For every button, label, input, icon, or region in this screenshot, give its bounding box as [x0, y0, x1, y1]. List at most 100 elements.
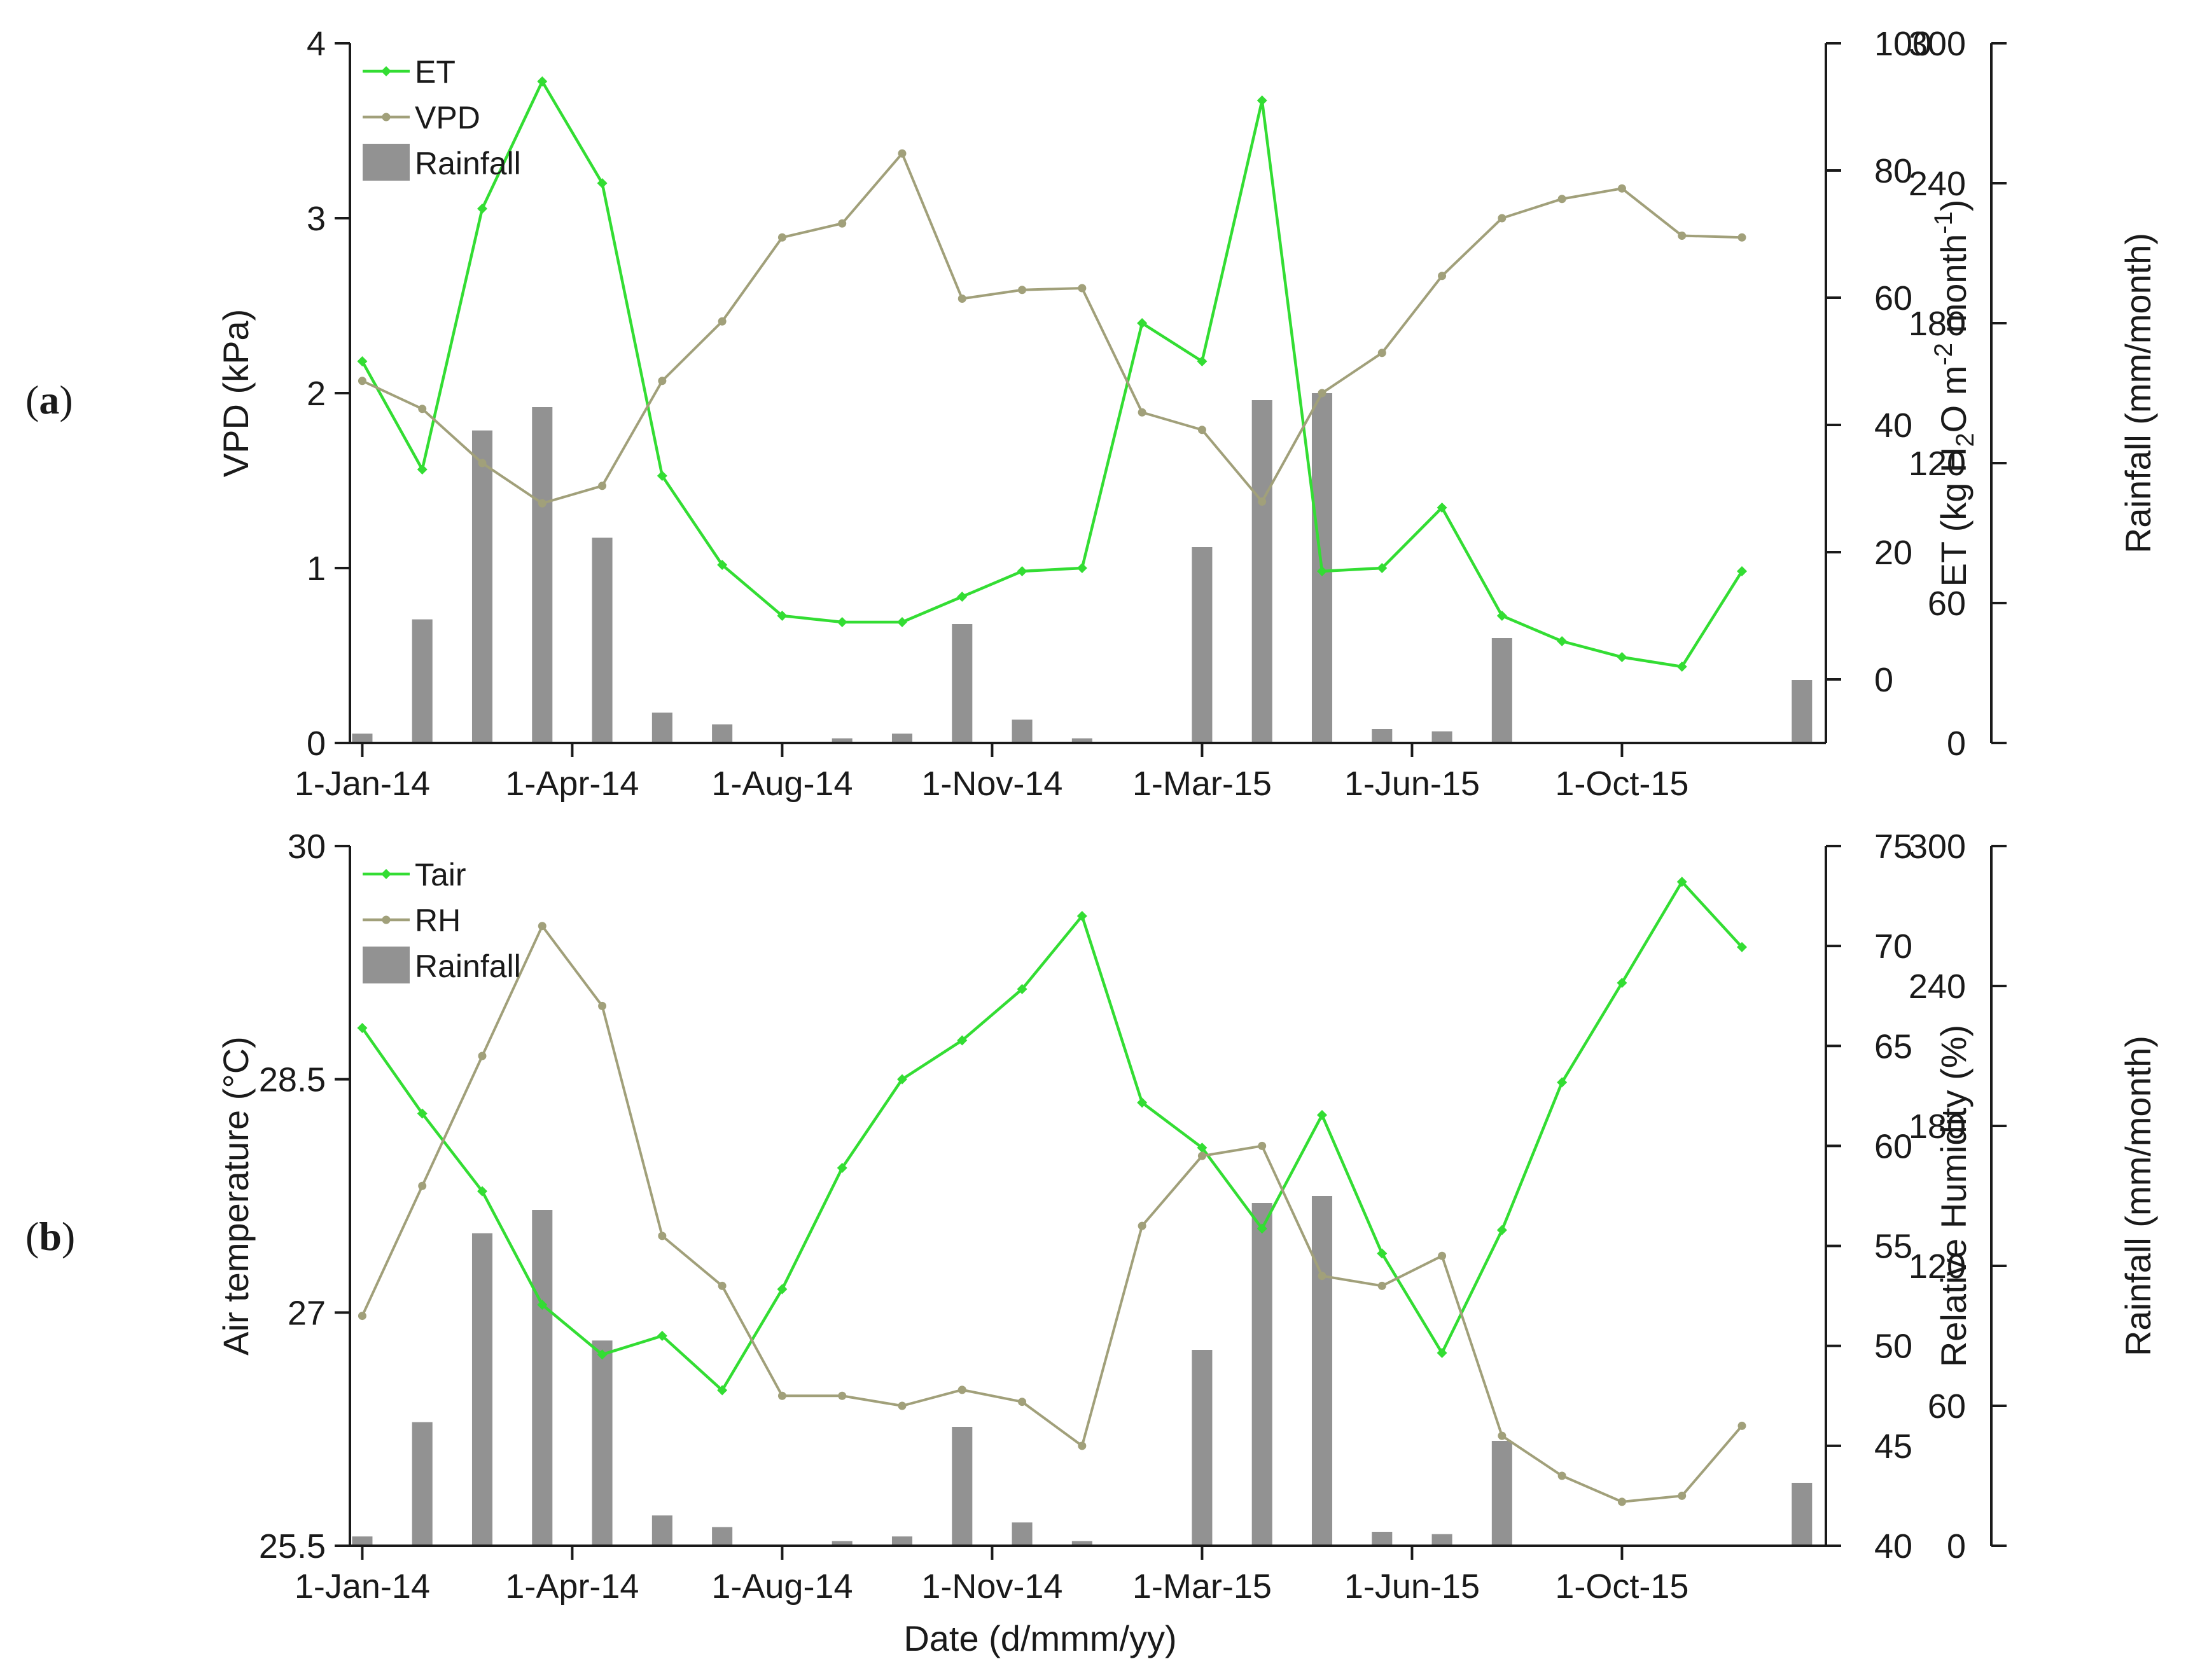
- legend-swatch-marker: [382, 915, 391, 924]
- right-axis-2-title: Rainfall (mm/month): [2118, 233, 2158, 553]
- right1-title-group: ET (kg H2O m-2 month-1): [1930, 200, 1979, 587]
- panel-a: (a) 0 1 2 3 4 VPD (kPa) 0 20 40 60 80 100 ET (kg H2O …: [25, 25, 2158, 803]
- panel-label: (a): [25, 377, 73, 422]
- right2-tick-label: 180: [1909, 1107, 1966, 1146]
- rainfall-bar: [412, 619, 433, 743]
- series-point-rh: [1498, 1431, 1507, 1440]
- series-point-tair: [357, 1023, 368, 1033]
- series-point-et: [1257, 95, 1267, 106]
- series-point-vpd: [1318, 389, 1326, 398]
- series-point-tair: [1257, 1223, 1267, 1234]
- series-line-tair: [361, 879, 1743, 1393]
- legend-label: VPD: [415, 100, 480, 135]
- series-point-rh: [1197, 1151, 1206, 1160]
- left-tick-label: 4: [307, 25, 326, 63]
- series-point-tair: [1437, 1347, 1447, 1358]
- series-point-vpd: [1138, 408, 1146, 417]
- rainfall-bar: [832, 738, 853, 743]
- right1-tick-label: 40: [1874, 406, 1912, 445]
- rainfall-bar: [1792, 1483, 1813, 1546]
- series-point-tair: [1377, 1248, 1388, 1259]
- series-point-vpd: [718, 317, 727, 326]
- rainfall-bar: [592, 1340, 613, 1546]
- legend-label: Tair: [415, 857, 466, 892]
- left-axis-title: Air temperature (°C): [216, 1036, 256, 1356]
- legend-label: RH: [415, 903, 461, 938]
- rainfall-bar: [532, 1210, 553, 1546]
- series-point-tair: [1617, 978, 1627, 989]
- right1-tick-label: 80: [1874, 152, 1912, 190]
- x-tick-label: 1-Jan-14: [295, 765, 430, 803]
- legend-swatch-marker: [382, 113, 391, 121]
- series-point-tair: [597, 1349, 608, 1360]
- series-point-tair: [477, 1186, 487, 1197]
- right2-tick-label: 180: [1909, 305, 1966, 343]
- rainfall-bar: [712, 724, 733, 743]
- series-point-et: [1496, 611, 1507, 621]
- rainfall-bar: [532, 407, 553, 743]
- series-point-rh: [658, 1232, 667, 1240]
- series-point-tair: [417, 1108, 428, 1119]
- right2-tick-label: 60: [1928, 585, 1966, 623]
- series-point-vpd: [1377, 349, 1386, 358]
- series-point-rh: [898, 1401, 907, 1410]
- legend-label: Rainfall: [415, 948, 521, 984]
- right1-tick-label: 60: [1874, 1127, 1912, 1165]
- series-point-vpd: [418, 405, 427, 413]
- series-point-et: [717, 560, 728, 570]
- legend-swatch-marker: [381, 869, 391, 879]
- series-point-vpd: [1078, 284, 1087, 293]
- legend-swatch-bar: [363, 947, 410, 983]
- x-tick-label: 1-Jun-15: [1344, 765, 1480, 803]
- series-point-rh: [418, 1181, 427, 1190]
- rainfall-bar: [1012, 719, 1033, 743]
- series-point-et: [657, 471, 667, 481]
- series-point-et: [1737, 566, 1747, 576]
- series-point-et: [597, 178, 608, 188]
- series-point-tair: [777, 1284, 788, 1295]
- rainfall-bar: [891, 1536, 913, 1546]
- series-point-tair: [1076, 911, 1087, 921]
- x-tick-label: 1-Apr-14: [505, 1567, 639, 1606]
- x-tick-label: 1-Aug-14: [711, 765, 853, 803]
- series-point-tair: [1676, 877, 1687, 887]
- series-point-vpd: [1678, 232, 1687, 240]
- right1-tick-label: 60: [1874, 279, 1912, 317]
- series-point-rh: [1678, 1491, 1687, 1500]
- series-point-tair: [1496, 1225, 1507, 1235]
- x-tick-label: 1-Oct-15: [1555, 765, 1688, 803]
- left-tick-label: 30: [288, 828, 326, 866]
- rainfall-bar: [1251, 1203, 1272, 1546]
- series-point-et: [1377, 563, 1388, 573]
- rainfall-bar: [471, 1233, 493, 1546]
- series-point-rh: [1258, 1141, 1267, 1150]
- right1-tick-label: 55: [1874, 1228, 1912, 1266]
- series-point-et: [477, 204, 487, 214]
- series-point-tair: [1737, 941, 1747, 952]
- x-tick-label: 1-Apr-14: [505, 765, 639, 803]
- series-point-vpd: [538, 499, 546, 508]
- series-point-tair: [657, 1331, 667, 1341]
- series-point-vpd: [898, 149, 907, 158]
- x-tick-label: 1-Jan-14: [295, 1567, 430, 1606]
- series-point-et: [777, 611, 788, 621]
- legend-swatch-marker: [381, 66, 391, 76]
- series-line-vpd: [361, 151, 1743, 505]
- series-point-vpd: [1617, 184, 1626, 193]
- rainfall-bar: [1491, 638, 1512, 743]
- legend-item-rainfall: Rainfall: [363, 947, 521, 984]
- series-point-vpd: [358, 377, 366, 385]
- series-point-vpd: [1438, 272, 1447, 281]
- rainfall-bar: [952, 1427, 973, 1546]
- series-point-tair: [837, 1163, 847, 1173]
- left-tick-label: 28.5: [259, 1061, 326, 1099]
- series-line-et: [361, 78, 1743, 669]
- x-tick-label: 1-Mar-15: [1132, 1567, 1272, 1606]
- right1-title-group: Relative Humidity (%): [1933, 1025, 1974, 1367]
- series-point-rh: [777, 1391, 786, 1400]
- series-line-rh: [361, 923, 1743, 1503]
- series-point-rh: [838, 1391, 847, 1400]
- series-point-et: [1017, 566, 1027, 576]
- series-point-et: [1437, 503, 1447, 513]
- series-point-et: [957, 592, 968, 602]
